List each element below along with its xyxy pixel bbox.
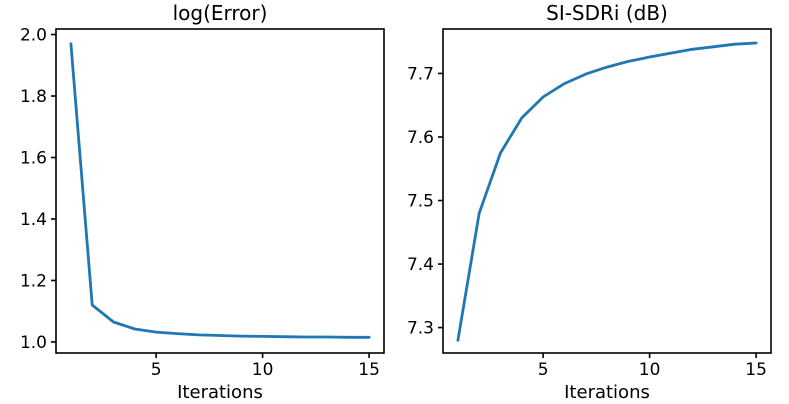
x-tick-label: 15 xyxy=(358,360,380,380)
y-tick-label: 7.3 xyxy=(407,319,434,339)
axes-frame xyxy=(442,28,772,354)
x-tick-label: 15 xyxy=(745,360,767,380)
left-chart-x-axis-label: Iterations xyxy=(177,382,263,403)
y-tick-label: 7.5 xyxy=(407,192,434,212)
x-tick-label: 10 xyxy=(639,360,661,380)
x-tick-label: 5 xyxy=(151,360,162,380)
y-tick-label: 1.0 xyxy=(20,333,47,353)
y-tick-label: 1.6 xyxy=(20,148,47,168)
y-tick-label: 7.4 xyxy=(407,255,434,275)
series-line xyxy=(456,41,758,342)
y-tick-label: 1.4 xyxy=(20,210,47,230)
right-chart-x-axis-label: Iterations xyxy=(564,382,650,403)
y-tick-label: 7.7 xyxy=(407,64,434,84)
y-tick-label: 1.8 xyxy=(20,87,47,107)
series-line xyxy=(69,42,371,339)
y-tick-label: 7.6 xyxy=(407,128,434,148)
y-tick-label: 2.0 xyxy=(20,26,47,46)
y-tick-label: 1.2 xyxy=(20,271,47,291)
x-tick-label: 10 xyxy=(252,360,274,380)
left-chart-title: log(Error) xyxy=(172,1,268,25)
axes-frame xyxy=(55,28,385,354)
x-tick-label: 5 xyxy=(538,360,549,380)
right-chart-title: SI-SDRi (dB) xyxy=(546,1,668,25)
